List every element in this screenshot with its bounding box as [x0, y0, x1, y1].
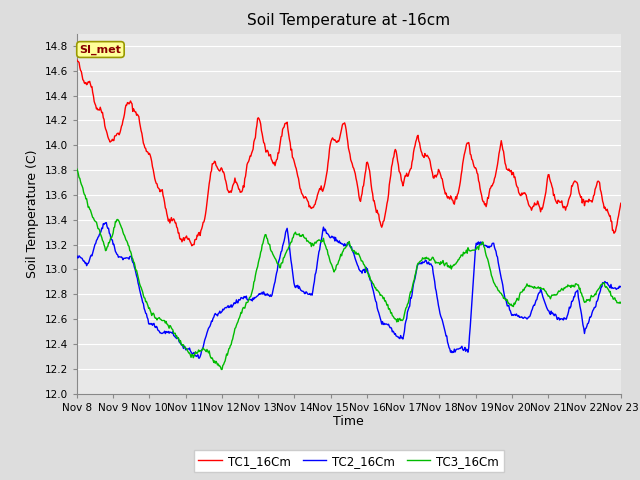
TC1_16Cm: [83, 82, 90, 87]
TC2_16Cm: [195, 355, 202, 361]
TC3_16Cm: [431, 260, 439, 266]
TC2_16Cm: [102, 220, 110, 226]
TC2_16Cm: [433, 288, 440, 294]
TC1_16Cm: [416, 140, 424, 145]
TC2_16Cm: [196, 355, 204, 361]
Legend: TC1_16Cm, TC2_16Cm, TC3_16Cm: TC1_16Cm, TC2_16Cm, TC3_16Cm: [194, 450, 504, 472]
TC1_16Cm: [188, 243, 196, 249]
TC3_16Cm: [194, 349, 202, 355]
Y-axis label: Soil Temperature (C): Soil Temperature (C): [26, 149, 39, 278]
TC2_16Cm: [417, 261, 424, 266]
Line: TC1_16Cm: TC1_16Cm: [77, 60, 621, 246]
TC2_16Cm: [224, 303, 232, 309]
TC2_16Cm: [83, 263, 90, 268]
TC1_16Cm: [73, 57, 81, 63]
TC1_16Cm: [223, 187, 231, 192]
Title: Soil Temperature at -16cm: Soil Temperature at -16cm: [247, 13, 451, 28]
TC1_16Cm: [617, 201, 625, 206]
TC2_16Cm: [140, 300, 147, 306]
TC3_16Cm: [617, 300, 625, 306]
TC1_16Cm: [195, 230, 202, 236]
TC3_16Cm: [83, 196, 90, 202]
TC3_16Cm: [416, 259, 424, 265]
TC2_16Cm: [73, 253, 81, 259]
TC2_16Cm: [617, 284, 625, 289]
TC3_16Cm: [218, 367, 225, 372]
TC3_16Cm: [139, 289, 147, 295]
X-axis label: Time: Time: [333, 415, 364, 429]
Text: SI_met: SI_met: [79, 44, 122, 55]
TC1_16Cm: [431, 172, 439, 178]
TC3_16Cm: [73, 166, 81, 172]
TC1_16Cm: [139, 135, 147, 141]
Line: TC3_16Cm: TC3_16Cm: [77, 169, 621, 370]
Line: TC2_16Cm: TC2_16Cm: [77, 223, 621, 358]
TC3_16Cm: [223, 352, 231, 358]
